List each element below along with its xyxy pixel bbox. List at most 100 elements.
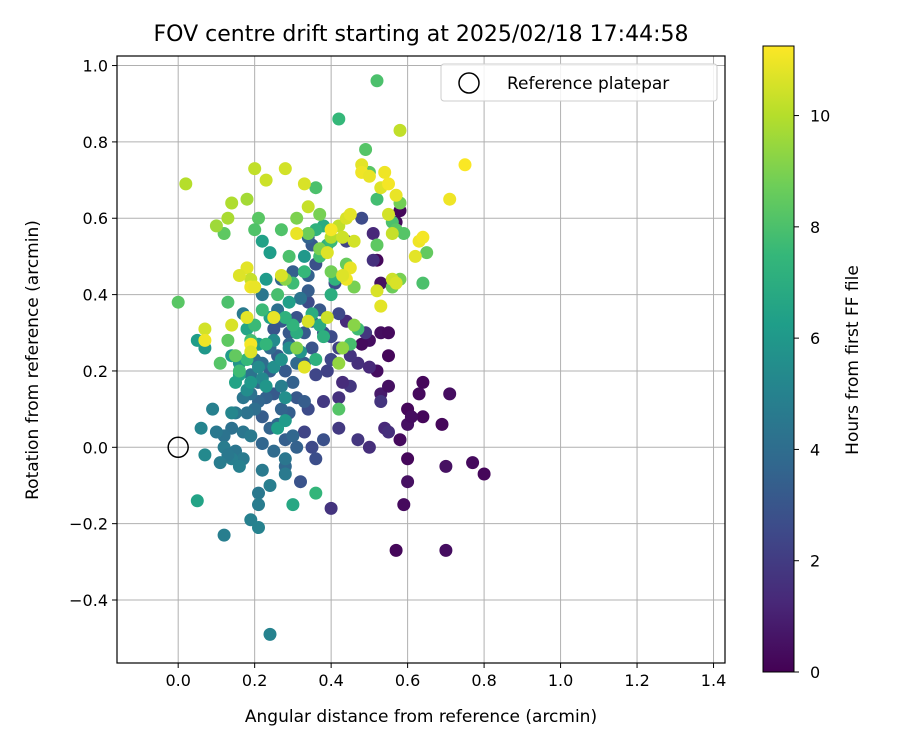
scatter-point [439, 543, 453, 557]
scatter-point [263, 246, 277, 260]
scatter-point [412, 387, 426, 401]
scatter-point [252, 521, 265, 534]
scatter-point [278, 311, 292, 324]
scatter-point [385, 227, 399, 240]
y-axis-ticks: −0.4 −0.2 0.0 0.2 0.4 0.6 0.8 1.0 [69, 57, 117, 610]
scatter-point [313, 207, 327, 221]
scatter-point [389, 543, 403, 557]
colorbar-label: Hours from first FF file [843, 265, 863, 455]
scatter-point [290, 440, 304, 454]
scatter-point [477, 467, 491, 481]
scatter-point [297, 360, 311, 374]
y-axis-label: Rotation from reference (arcmin) [23, 220, 43, 500]
scatter-point [267, 322, 281, 336]
x-tick-label: 1.2 [624, 671, 649, 690]
scatter-point [198, 333, 212, 347]
scatter-point [320, 246, 334, 260]
scatter-point [336, 269, 350, 282]
scatter-point [382, 326, 395, 340]
scatter-point [466, 456, 480, 470]
scatter-point [420, 246, 434, 260]
scatter-point [332, 391, 346, 405]
scatter-point [171, 295, 185, 309]
scatter-point [382, 379, 395, 393]
scatter-point [198, 448, 212, 462]
data-points [171, 74, 491, 641]
scatter-point [274, 402, 288, 416]
legend: Reference platepar [440, 63, 718, 102]
scatter-point [370, 74, 384, 88]
scatter-point [355, 211, 369, 225]
scatter-point [305, 341, 319, 355]
scatter-point [309, 452, 323, 466]
scatter-point [370, 192, 384, 206]
scatter-point [252, 211, 265, 225]
scatter-point [320, 364, 334, 378]
y-tick-label: 0.4 [83, 286, 108, 305]
scatter-point [439, 459, 453, 473]
scatter-point [382, 177, 395, 191]
scatter-point [290, 211, 304, 225]
x-tick-label: 0.2 [242, 671, 267, 690]
scatter-point [374, 395, 388, 408]
scatter-point [374, 299, 388, 313]
scatter-point [382, 425, 395, 439]
scatter-point [332, 112, 346, 126]
scatter-point [324, 223, 338, 237]
scatter-point [332, 402, 346, 416]
scatter-point [282, 249, 296, 263]
scatter-point [274, 353, 288, 366]
scatter-point [324, 501, 338, 515]
scatter-point [286, 498, 300, 512]
scatter-point [278, 364, 292, 378]
scatter-point [274, 269, 288, 282]
scatter-point [255, 463, 269, 477]
scatter-point [305, 440, 319, 454]
scatter-point [416, 276, 430, 290]
y-tick-label: 0.0 [83, 438, 108, 457]
colorbar-ticks: 0 2 4 6 8 10 [794, 107, 830, 682]
scatter-point [309, 181, 323, 195]
scatter-point [259, 337, 273, 351]
scatter-point [259, 379, 273, 393]
scatter-point [294, 475, 307, 489]
scatter-point [332, 421, 346, 435]
x-tick-label: 1.0 [548, 671, 573, 690]
scatter-point [225, 196, 239, 210]
scatter-point [397, 498, 411, 512]
scatter-point [248, 223, 262, 237]
scatter-point [263, 627, 277, 641]
scatter-point [244, 375, 258, 389]
scatter-point [301, 314, 315, 328]
reference-point-marker [167, 436, 189, 459]
scatter-point [401, 452, 415, 466]
scatter-point [320, 311, 334, 324]
x-tick-label: 1.4 [701, 671, 726, 690]
scatter-point [309, 368, 323, 382]
scatter-point [382, 207, 395, 221]
scatter-point [370, 238, 384, 252]
scatter-point [336, 341, 350, 355]
scatter-point [225, 406, 239, 420]
scatter-point [416, 375, 430, 389]
scatter-point [240, 406, 254, 420]
scatter-point [271, 288, 285, 302]
scatter-point [209, 425, 223, 439]
scatter-point [404, 410, 418, 424]
scatter-point [389, 276, 403, 290]
scatter-point [397, 227, 411, 240]
scatter-point [282, 295, 296, 309]
legend-entry-label: Reference platepar [507, 74, 669, 94]
scatter-point [297, 425, 311, 439]
x-axis-label: Angular distance from reference (arcmin) [245, 707, 597, 727]
scatter-point [301, 227, 315, 240]
x-tick-label: 0.4 [318, 671, 343, 690]
scatter-point [240, 192, 254, 206]
scatter-point [209, 219, 223, 233]
scatter-point [332, 307, 346, 321]
scatter-point [362, 440, 376, 454]
scatter-point [267, 444, 281, 458]
x-tick-label: 0.6 [395, 671, 420, 690]
scatter-point [179, 177, 193, 191]
